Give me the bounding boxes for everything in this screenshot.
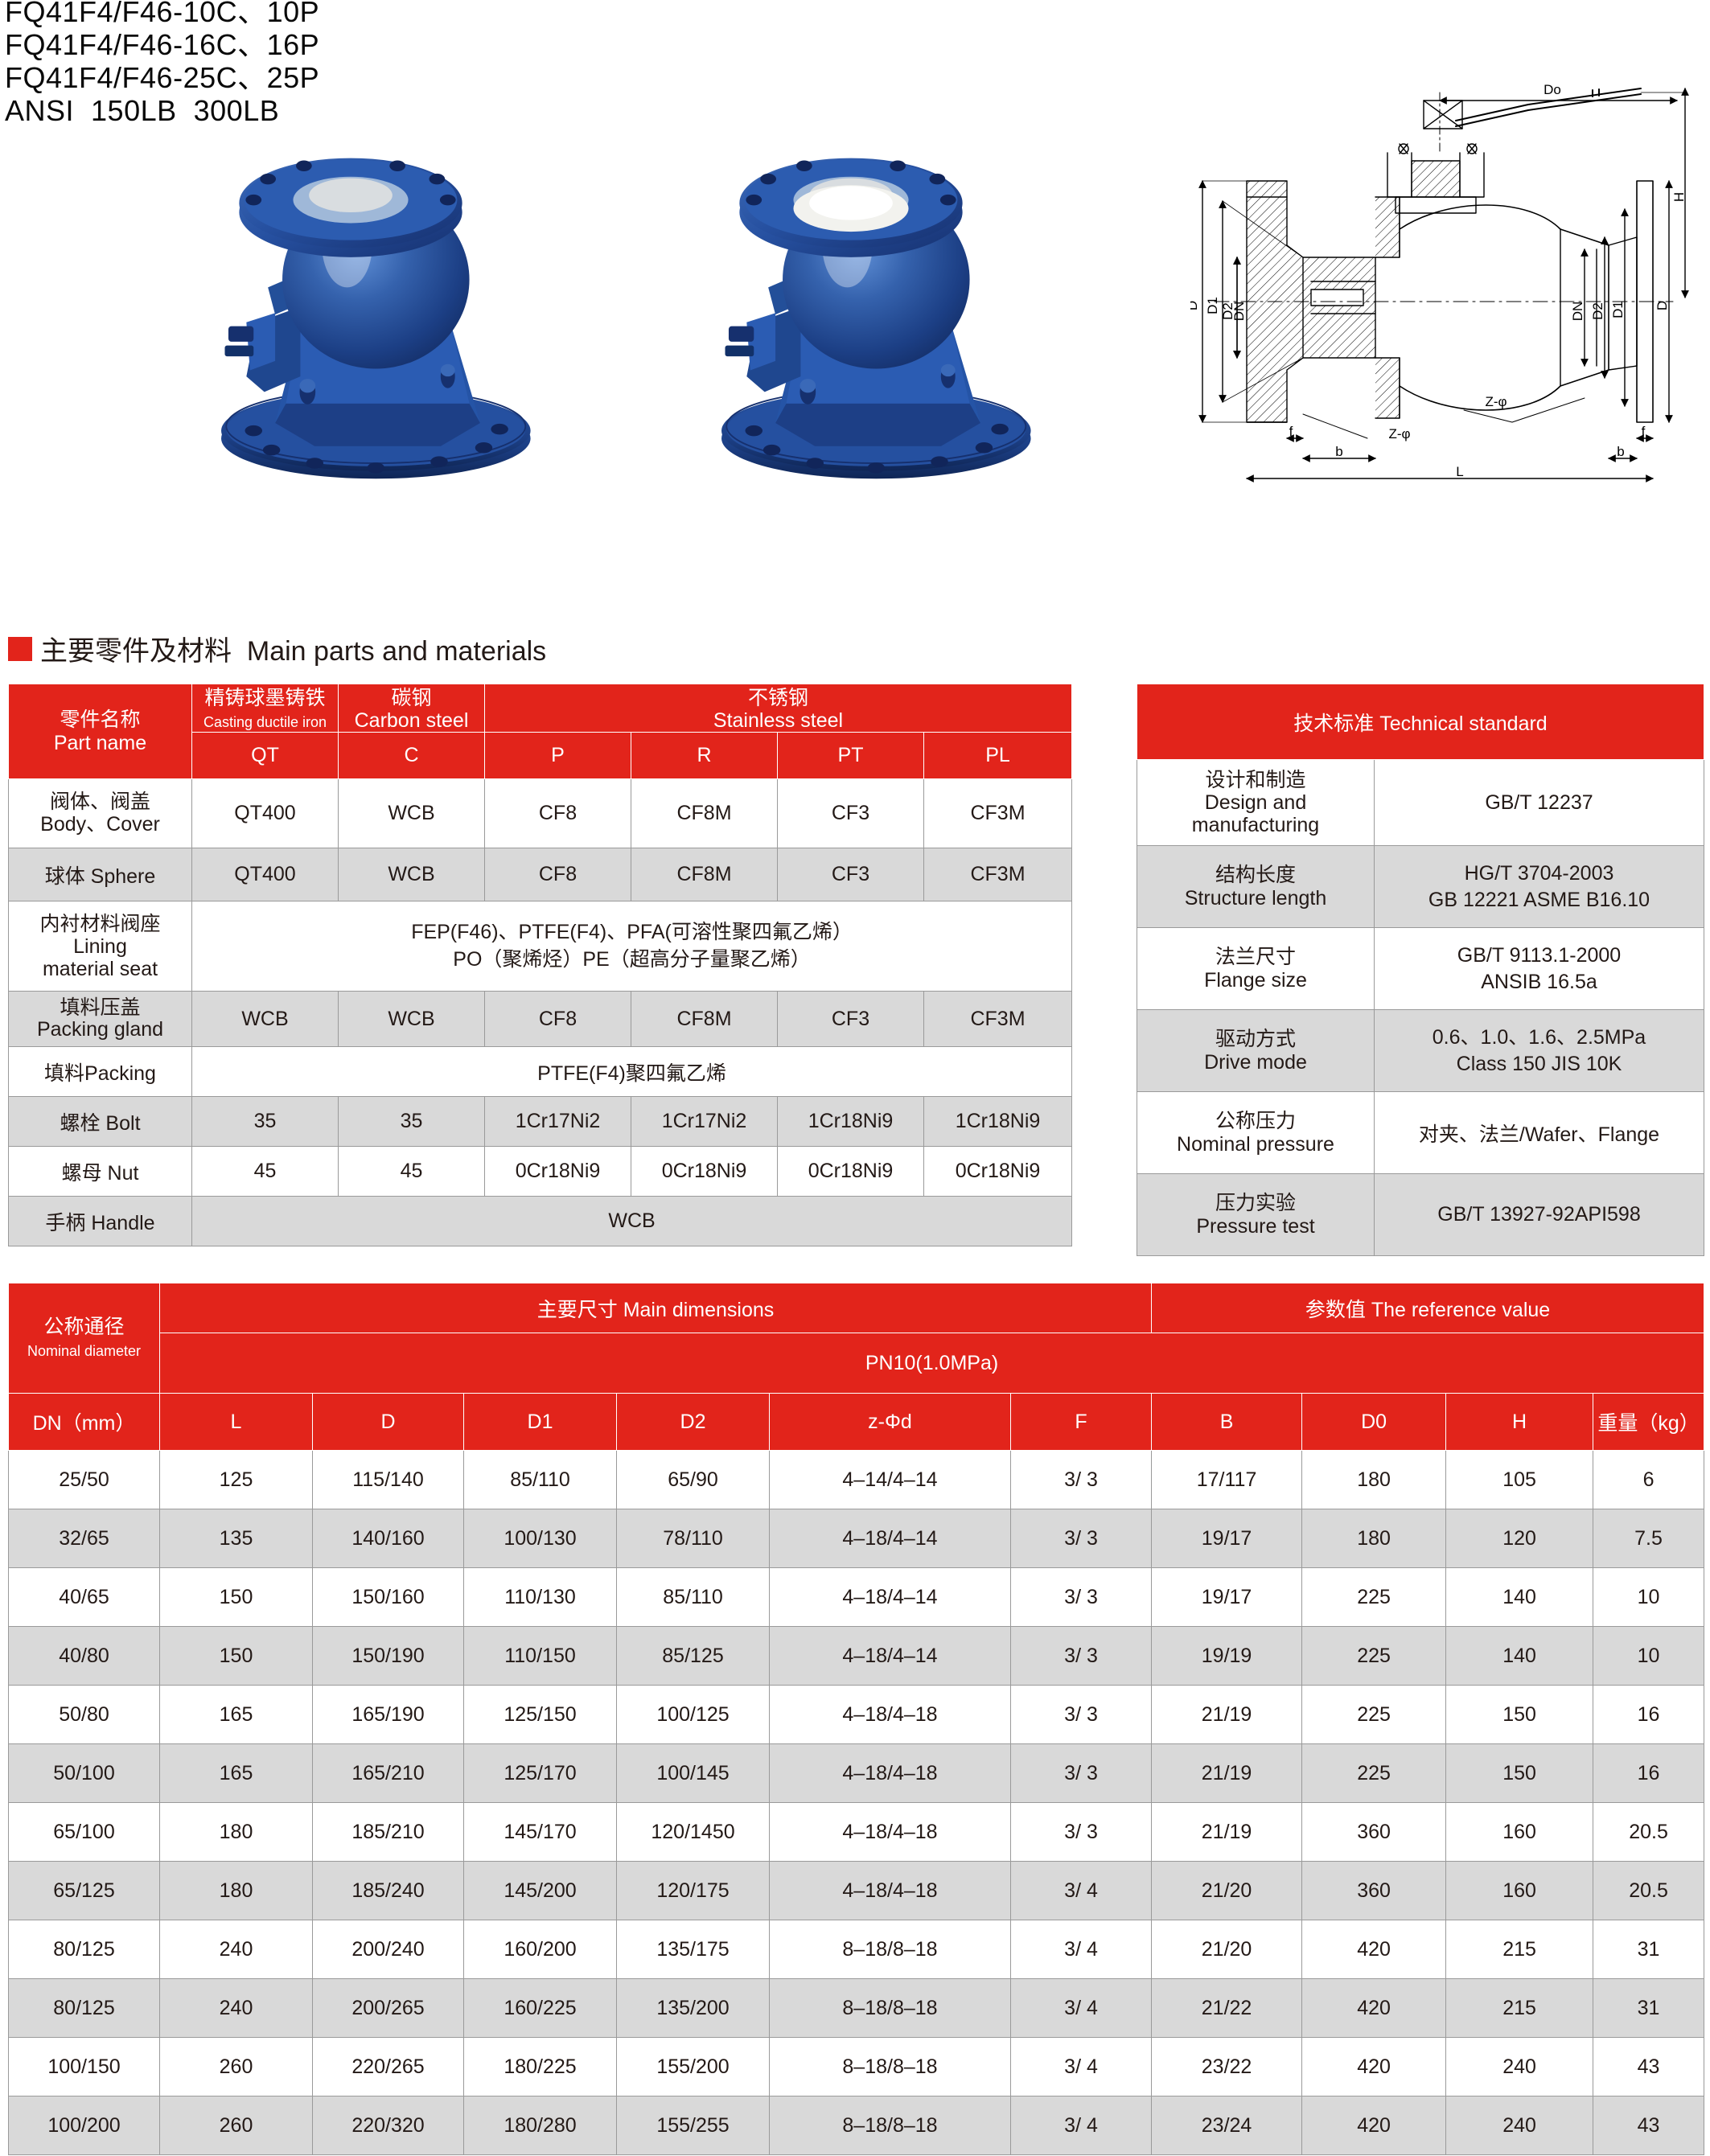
svg-text:D1: D1 (1205, 297, 1220, 314)
svg-text:f: f (1289, 424, 1293, 439)
svg-text:Do: Do (1544, 82, 1561, 97)
svg-text:D1: D1 (1610, 301, 1626, 318)
svg-text:DN: DN (1231, 302, 1247, 322)
svg-text:Z-φ: Z-φ (1388, 426, 1410, 441)
svg-text:D: D (1655, 301, 1670, 310)
svg-text:D2: D2 (1590, 302, 1605, 320)
svg-text:D: D (1190, 301, 1200, 310)
svg-text:L: L (1456, 464, 1463, 479)
svg-text:b: b (1335, 444, 1342, 459)
svg-text:f: f (1642, 424, 1646, 439)
svg-text:b: b (1617, 444, 1624, 459)
svg-text:H: H (1671, 192, 1687, 202)
svg-text:Z-φ: Z-φ (1485, 394, 1507, 409)
svg-text:DN: DN (1570, 302, 1585, 322)
